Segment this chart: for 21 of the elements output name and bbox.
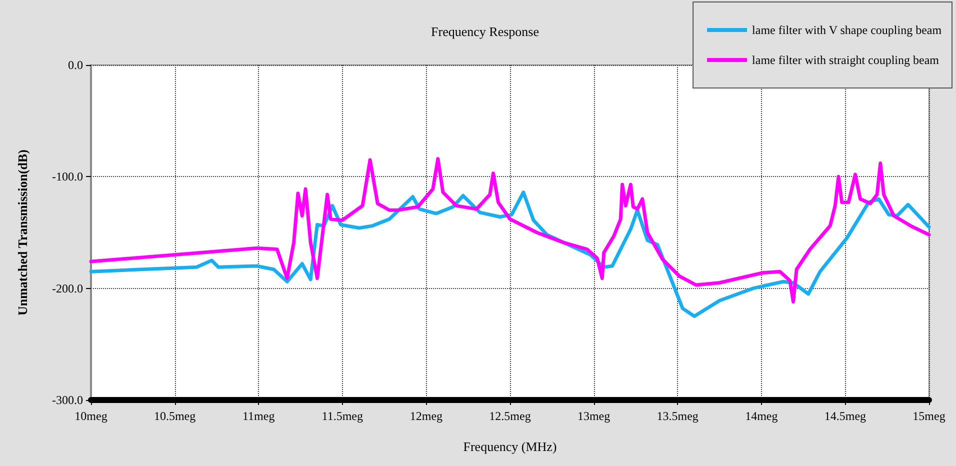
x-tick-label: 14meg <box>745 409 778 423</box>
x-tick-label: 13meg <box>577 409 610 423</box>
x-tick-label: 10.5meg <box>154 409 196 423</box>
y-tick-label: -200.0 <box>52 281 83 296</box>
x-tick-label: 14.5meg <box>824 409 866 423</box>
legend-label: lame filter with V shape coupling beam <box>752 23 942 37</box>
x-tick-label: 13.5meg <box>656 409 698 423</box>
x-tick-label: 12meg <box>410 409 443 423</box>
y-axis-title: Unmatched Transmission(dB) <box>15 149 30 316</box>
x-tick-label: 15meg <box>912 409 946 423</box>
x-tick-label: 11.5meg <box>322 409 364 423</box>
y-tick-label: -300.0 <box>52 393 83 407</box>
line-series <box>89 157 931 304</box>
x-tick-label: 10meg <box>74 409 108 423</box>
y-tick-label: 0.0 <box>68 58 83 72</box>
chart-title: Frequency Response <box>431 24 540 39</box>
x-tick-label: 12.5meg <box>489 409 531 423</box>
x-axis-title: Frequency (MHz) <box>463 439 557 454</box>
x-tick-label: 11meg <box>242 409 275 423</box>
legend-label: lame filter with straight coupling beam <box>752 53 940 67</box>
y-tick-label: -100.0 <box>52 170 83 184</box>
